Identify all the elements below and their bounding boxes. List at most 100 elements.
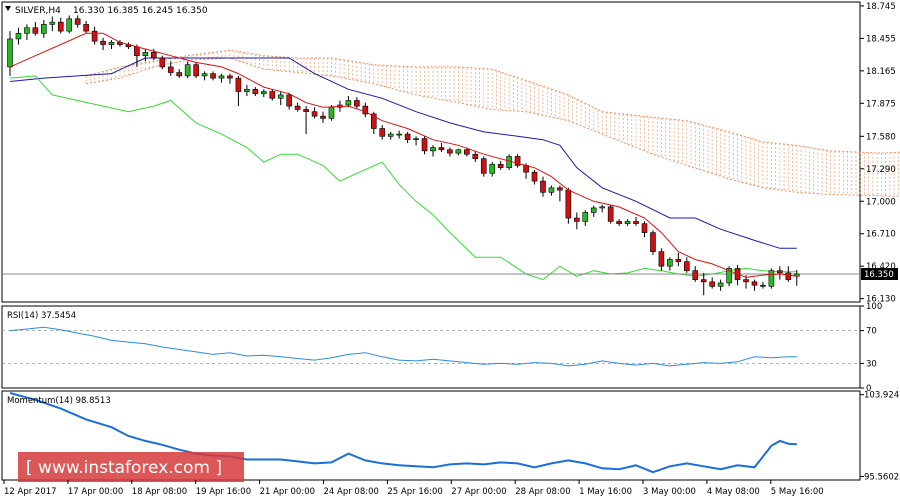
candle [616, 219, 622, 226]
candle [641, 221, 648, 238]
candle-body [227, 75, 233, 79]
candle-body [345, 100, 352, 106]
candle [108, 40, 115, 50]
candle-body [709, 281, 715, 287]
candle [464, 147, 470, 157]
candle-body [32, 27, 39, 34]
candle-body [396, 133, 402, 136]
candle [269, 89, 276, 101]
candle [32, 22, 39, 36]
candle-body [41, 24, 47, 34]
candle [633, 216, 639, 226]
candle [497, 160, 504, 170]
senkou-span-b [86, 57, 900, 197]
candle-body [294, 105, 301, 110]
candle [413, 136, 419, 146]
momentum-pane-frame [1, 390, 861, 481]
rsi-pane[interactable]: RSI(14) 37.5454 100 70 30 0 [1, 302, 882, 394]
candle-body [430, 147, 436, 152]
candle [675, 252, 682, 267]
candle [387, 131, 394, 140]
price-tick-label: 18.455 [866, 34, 896, 44]
candle-body [303, 109, 309, 113]
price-tick-label: 17.000 [866, 197, 896, 207]
candle-body [599, 206, 606, 209]
candle-body [675, 259, 682, 263]
candle-body [658, 251, 665, 267]
candle-body [667, 259, 673, 267]
candle [252, 87, 259, 97]
candle [700, 272, 707, 296]
candle [201, 71, 208, 81]
candle-body [607, 206, 614, 222]
candle-body [167, 66, 174, 73]
price-tick-label: 17.290 [866, 165, 896, 175]
candle [447, 147, 453, 157]
candle [599, 204, 606, 213]
candle-body [421, 138, 428, 152]
candle [557, 185, 563, 202]
candle [286, 92, 292, 110]
candle [142, 49, 149, 62]
candle-body [489, 164, 496, 174]
chart-header: SILVER,H4 16.330 16.385 16.245 16.350 [5, 6, 208, 16]
candle [184, 61, 191, 79]
candle-body [49, 21, 56, 25]
chikou-line [9, 75, 797, 281]
candle-body [472, 153, 479, 160]
candle-body [320, 115, 326, 119]
candle-body [700, 279, 707, 283]
rsi-tick-label: 30 [866, 359, 877, 369]
candle-body [370, 113, 377, 129]
watermark-text: [ www.instaforex.com ] [26, 458, 222, 478]
candle-body [269, 91, 276, 99]
candle-body [624, 221, 631, 224]
time-tick-label: 24 Apr 08:00 [324, 487, 379, 497]
candle [421, 136, 428, 155]
candle-body [497, 164, 504, 168]
candle [751, 279, 758, 291]
candle [455, 148, 462, 156]
candle [218, 73, 225, 83]
candle [531, 169, 538, 185]
candle [590, 205, 597, 217]
candle-body [134, 46, 140, 57]
candle [260, 89, 267, 98]
candle [15, 27, 22, 45]
price-pane[interactable]: SILVER,H4 16.330 16.385 16.245 16.350 18… [1, 1, 900, 305]
candle [167, 61, 174, 76]
candle [726, 266, 732, 287]
candle [176, 69, 182, 79]
collapse-arrow-icon [5, 6, 11, 11]
rsi-path [9, 326, 797, 367]
candle [548, 185, 555, 196]
candle [41, 19, 47, 38]
rsi-tick-label: 100 [866, 302, 882, 312]
ohlc-label: 16.330 16.385 16.245 16.350 [73, 6, 208, 16]
candle [303, 106, 309, 135]
candle [574, 212, 580, 230]
candle [472, 150, 479, 163]
rsi-axis: 100 70 30 0 [860, 302, 882, 394]
candle-body [311, 111, 318, 117]
instaforex-watermark[interactable]: [ www.instaforex.com ] [18, 452, 244, 482]
candle [345, 96, 352, 108]
candle-body [726, 268, 732, 284]
candle-body [91, 30, 98, 42]
candle-body [24, 27, 30, 34]
price-tick-label: 16.420 [866, 262, 896, 272]
candle [709, 277, 715, 289]
candle-body [151, 52, 157, 59]
momentum-pane[interactable]: Momentum(14) 98.8513 103.9247 95.5602 [1, 390, 900, 483]
candle [768, 268, 775, 289]
time-tick-label: 1 May 16:00 [579, 487, 632, 497]
candle [210, 71, 216, 81]
candle-body [252, 89, 259, 95]
candle [311, 107, 318, 119]
time-tick-label: 3 May 00:00 [643, 487, 696, 497]
candle [692, 266, 699, 282]
chikou-path [9, 75, 797, 281]
symbol-label: SILVER,H4 [15, 6, 61, 16]
candle [582, 210, 589, 226]
